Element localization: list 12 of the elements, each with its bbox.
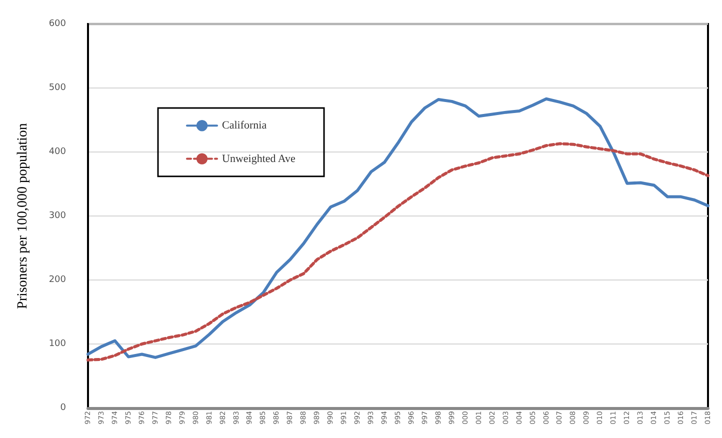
y-tick-label: 0 [60,403,66,413]
y-tick-label: 600 [48,19,66,29]
y-tick-label: 200 [48,275,66,285]
y-tick-label: 100 [48,339,66,349]
line-series [86,97,710,359]
y-tick-label: 300 [48,211,66,221]
y-tick-label: 400 [48,147,66,157]
legend-label: California [222,120,267,132]
legend-label: Unweighted Ave [222,152,296,165]
line-series [86,142,710,362]
y-axis-title: Prisoners per 100,000 population [16,123,30,309]
y-tick-label: 500 [48,83,66,93]
